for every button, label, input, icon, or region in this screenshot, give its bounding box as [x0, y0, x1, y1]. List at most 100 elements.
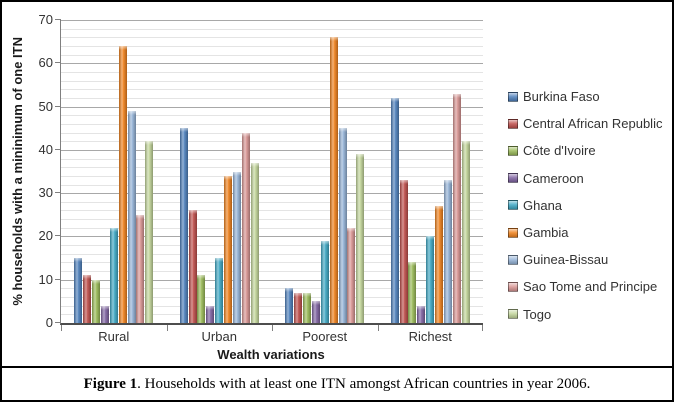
bar-cameroon-richest	[417, 305, 426, 323]
x-axis-tick	[166, 325, 168, 331]
x-category-label-poorest: Poorest	[302, 329, 348, 344]
x-axis-title: Wealth variations	[217, 347, 325, 362]
y-axis-tick	[55, 148, 61, 150]
bar-sao-tome-and-principe-rural	[136, 214, 145, 323]
minor-gridline	[61, 71, 483, 73]
minor-gridline	[61, 219, 483, 221]
y-axis-tick-label: 60	[38, 55, 53, 71]
y-axis-tick	[55, 235, 61, 237]
x-axis-tick	[61, 325, 62, 331]
legend-color-chip	[508, 227, 518, 238]
bar-ghana-urban	[215, 258, 224, 323]
bar-togo-urban	[250, 162, 259, 323]
bar-togo-rural	[145, 141, 154, 323]
legend-item-ghana: Ghana	[508, 192, 670, 219]
y-axis-tick	[55, 192, 61, 194]
y-axis-tick	[55, 62, 61, 64]
legend-item-togo: Togo	[508, 301, 670, 328]
x-axis-tick	[272, 325, 273, 331]
major-gridline	[61, 106, 483, 108]
major-gridline	[61, 193, 483, 195]
legend-item-label: Côte d'Ivoire	[523, 143, 596, 159]
bar-cameroon-poorest	[311, 301, 320, 323]
bar-central-african-republic-richest	[399, 180, 408, 323]
bar-central-african-republic-rural	[83, 275, 92, 323]
bar-cameroon-urban	[206, 305, 215, 323]
y-axis-tick-label: 40	[38, 141, 53, 157]
minor-gridline	[61, 314, 483, 316]
legend-item-label: Gambia	[523, 225, 569, 241]
legend-color-chip	[508, 200, 518, 211]
minor-gridline	[61, 54, 483, 56]
minor-gridline	[61, 167, 483, 169]
legend-color-chip	[508, 118, 518, 129]
bar-sao-tome-and-principe-richest	[452, 93, 461, 323]
y-axis-tick-label: 70	[38, 12, 53, 27]
major-gridline	[61, 149, 483, 151]
bar-c-te-d-ivoire-rural	[91, 279, 100, 323]
legend-item-c-te-d-ivoire: Côte d'Ivoire	[508, 137, 670, 164]
minor-gridline	[61, 28, 483, 30]
y-axis-tick	[55, 105, 61, 107]
bar-burkina-faso-poorest	[285, 288, 294, 323]
figure-caption-label: Figure 1	[83, 375, 138, 392]
legend-color-chip	[508, 309, 518, 320]
legend-color-chip	[508, 145, 518, 156]
y-axis-tick	[55, 19, 61, 20]
legend-color-chip	[508, 281, 518, 292]
legend-item-guinea-bissau: Guinea-Bissau	[508, 246, 670, 273]
y-axis-tick-label: 50	[38, 98, 53, 114]
bar-c-te-d-ivoire-richest	[408, 262, 417, 323]
legend-item-burkina-faso: Burkina Faso	[508, 83, 670, 110]
legend-item-central-african-republic: Central African Republic	[508, 110, 670, 137]
bar-central-african-republic-urban	[188, 210, 197, 323]
minor-gridline	[61, 175, 483, 177]
bar-burkina-faso-rural	[74, 258, 83, 323]
figure-caption-text: . Households with at least one ITN among…	[137, 375, 591, 392]
legend-color-chip	[508, 91, 518, 102]
minor-gridline	[61, 141, 483, 143]
minor-gridline	[61, 80, 483, 82]
major-gridline	[61, 63, 483, 65]
minor-gridline	[61, 297, 483, 299]
y-axis-tick-label: 20	[38, 228, 53, 244]
bar-ghana-rural	[109, 227, 118, 323]
y-axis-tick-label: 10	[38, 271, 53, 287]
bar-guinea-bissau-poorest	[338, 128, 347, 323]
bar-ghana-poorest	[320, 240, 329, 323]
minor-gridline	[61, 115, 483, 117]
bar-sao-tome-and-principe-urban	[241, 132, 250, 323]
minor-gridline	[61, 97, 483, 99]
plot-area: 0 10 20 30 40 50 60 70 Rural Urban Poorest Richest	[39, 12, 483, 344]
minor-gridline	[61, 210, 483, 212]
bar-gambia-urban	[224, 175, 233, 323]
legend-item-cameroon: Cameroon	[508, 165, 670, 192]
bar-burkina-faso-richest	[390, 97, 399, 323]
bar-togo-poorest	[356, 154, 365, 323]
minor-gridline	[61, 262, 483, 264]
legend-color-chip	[508, 173, 518, 184]
bar-burkina-faso-urban	[179, 128, 188, 323]
y-axis-tick	[55, 322, 61, 323]
minor-gridline	[61, 271, 483, 273]
minor-gridline	[61, 37, 483, 39]
bar-gambia-richest	[435, 206, 444, 323]
minor-gridline	[61, 288, 483, 290]
legend-item-label: Ghana	[523, 197, 563, 213]
bar-gambia-rural	[118, 45, 127, 323]
legend-item-gambia: Gambia	[508, 219, 670, 246]
bar-ghana-richest	[426, 236, 435, 323]
x-category-label-rural: Rural	[98, 329, 130, 344]
legend: Burkina Faso Central African Republic Côte…	[508, 83, 670, 328]
x-category-label-urban: Urban	[201, 329, 237, 344]
legend-item-label: Cameroon	[523, 170, 584, 186]
legend-color-chip	[508, 254, 518, 265]
x-axis-tick	[482, 325, 483, 331]
bar-togo-richest	[461, 141, 470, 323]
y-axis-tick	[55, 278, 61, 280]
minor-gridline	[61, 201, 483, 203]
major-gridline	[61, 279, 483, 281]
minor-gridline	[61, 227, 483, 229]
bar-guinea-bissau-rural	[127, 110, 136, 323]
